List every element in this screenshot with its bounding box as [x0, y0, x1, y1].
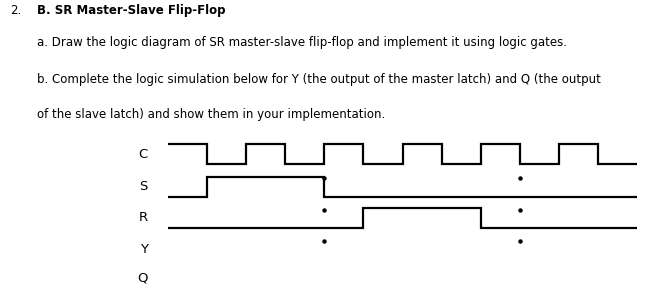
Text: a. Draw the logic diagram of SR master-slave flip-flop and implement it using lo: a. Draw the logic diagram of SR master-s… [37, 36, 567, 49]
Text: R: R [138, 211, 148, 225]
Text: b. Complete the logic simulation below for Y (the output of the master latch) an: b. Complete the logic simulation below f… [37, 73, 601, 86]
Text: C: C [138, 148, 148, 161]
Text: 2.: 2. [10, 4, 21, 17]
Text: Q: Q [137, 272, 148, 285]
Text: S: S [140, 180, 148, 193]
Text: B. SR Master-Slave Flip-Flop: B. SR Master-Slave Flip-Flop [37, 4, 225, 17]
Text: Y: Y [140, 242, 148, 255]
Text: of the slave latch) and show them in your implementation.: of the slave latch) and show them in you… [37, 108, 385, 121]
